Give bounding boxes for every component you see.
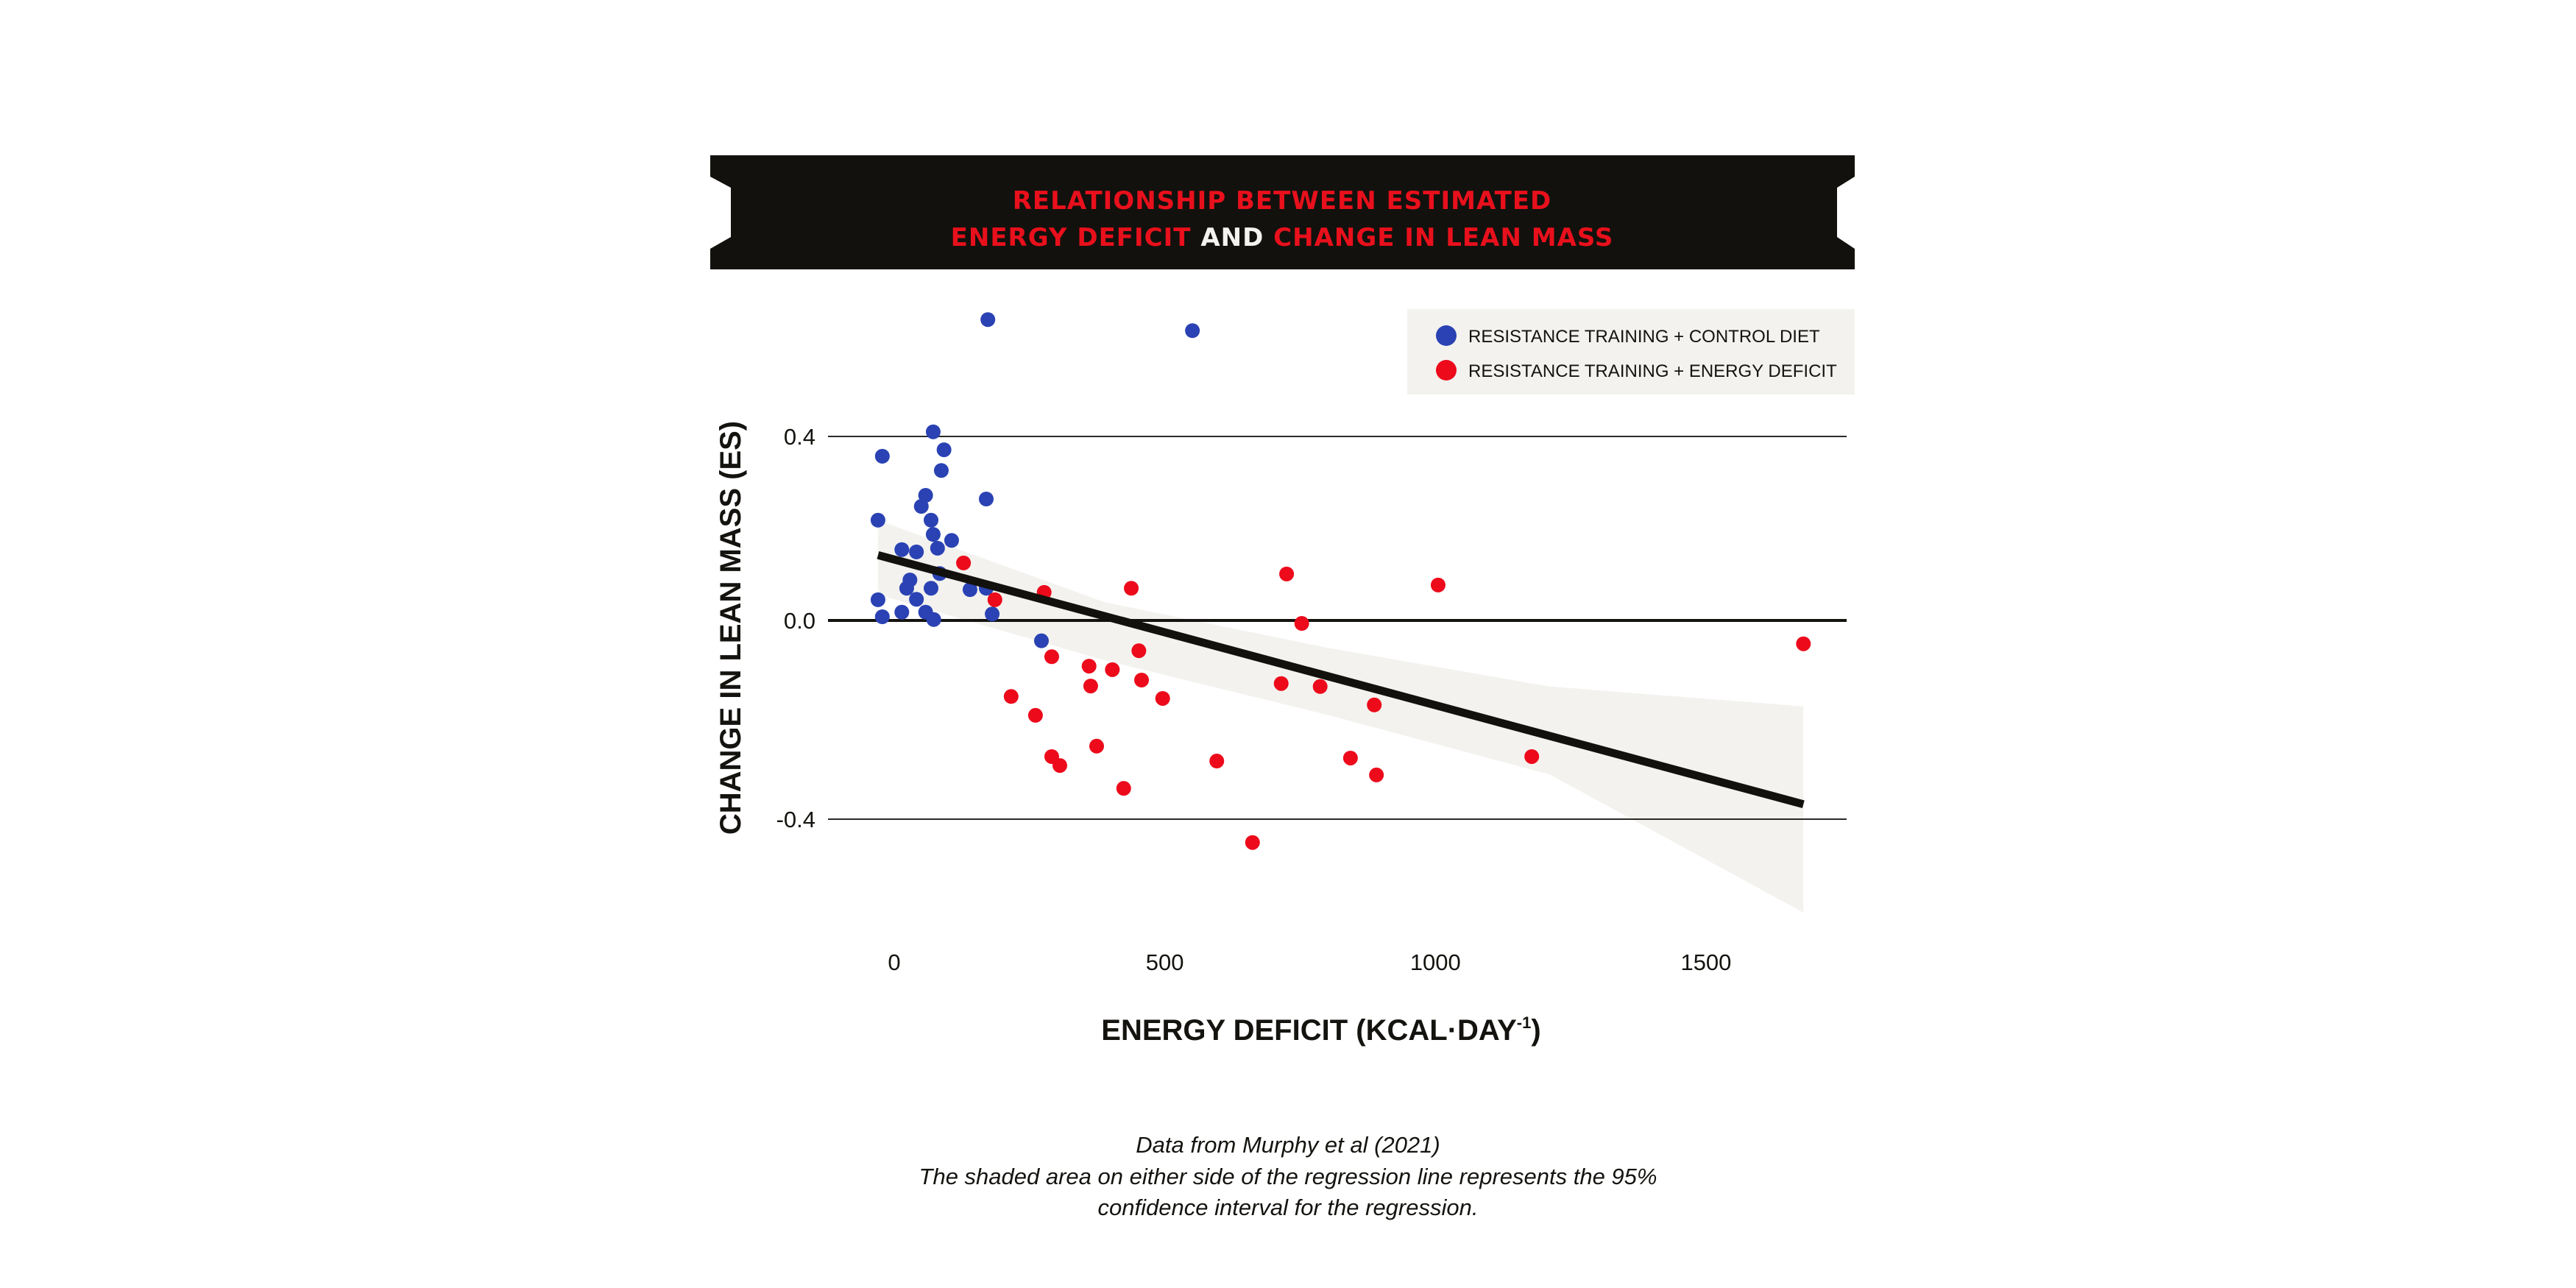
point-control-diet [874,609,890,624]
point-control-diet [930,540,945,556]
regression-layer [877,551,1805,809]
point-energy-deficit [1105,662,1120,677]
x-tick-label: 1500 [1680,949,1731,975]
point-control-diet [1185,323,1200,339]
point-energy-deficit [987,592,1002,607]
x-axis-title-close: ) [1531,1014,1540,1047]
point-energy-deficit [1209,754,1225,769]
point-control-diet [874,448,890,464]
point-control-diet [870,592,885,607]
point-control-diet [894,604,910,620]
legend: RESISTANCE TRAINING + CONTROL DIET RESIS… [1407,309,1855,394]
point-energy-deficit [1003,689,1019,704]
title-part-change-in-lean-mass: CHANGE IN LEAN MASS [1273,223,1613,252]
point-energy-deficit [1524,749,1540,764]
point-control-diet [924,512,939,528]
point-energy-deficit [1155,690,1170,706]
x-axis-title-main: ENERGY DEFICIT (KCAL·DAY [1101,1014,1517,1047]
point-control-diet [979,492,994,506]
point-control-diet [936,442,952,458]
caption-note-line-1: The shaded area on either side of the re… [919,1164,1657,1189]
point-control-diet [909,592,924,607]
point-control-diet [925,424,941,439]
point-control-diet [985,606,1000,622]
point-energy-deficit [1279,566,1295,581]
point-control-diet [1034,633,1050,648]
point-energy-deficit [1134,673,1150,687]
point-energy-deficit [1044,649,1059,665]
point-control-diet [918,488,933,503]
chart-title-line-1: RELATIONSHIP BETWEEN ESTIMATED [1013,186,1552,216]
x-tick-labels: 0 500 1000 1500 [888,949,1731,975]
point-energy-deficit [1312,679,1328,694]
x-tick-label: 500 [1146,949,1184,975]
regression-line [877,551,1805,809]
point-control-diet [925,527,941,542]
y-axis-title: CHANGE IN LEAN MASS (ES) [715,421,747,835]
confidence-band-layer [877,520,1804,913]
x-tick-label: 1000 [1410,949,1461,975]
point-control-diet [933,463,949,478]
point-control-diet [909,544,924,559]
title-banner [710,155,1855,269]
y-tick-labels: 0.4 0.0 -0.4 [776,424,815,832]
point-energy-deficit [1245,835,1260,850]
title-part-energy-deficit: ENERGY DEFICIT [951,223,1192,252]
point-energy-deficit [1027,707,1043,723]
point-energy-deficit [1083,679,1098,694]
caption-note-line-2: confidence interval for the regression. [1097,1195,1479,1220]
x-axis-title-superscript: -1 [1517,1013,1532,1032]
point-control-diet [894,542,910,557]
legend-marker-energy-deficit [1436,360,1457,381]
scatter-points [870,312,1811,850]
y-tick-label: 0.4 [784,424,815,450]
point-energy-deficit [1273,676,1289,691]
point-control-diet [962,582,977,598]
point-control-diet [870,512,885,528]
point-control-diet [924,581,939,596]
point-energy-deficit [1052,758,1068,774]
point-energy-deficit [1131,643,1147,659]
legend-label-energy-deficit: RESISTANCE TRAINING + ENERGY DEFICIT [1468,361,1837,381]
point-control-diet [980,312,996,328]
y-tick-label: -0.4 [776,807,815,832]
legend-marker-control-diet [1436,325,1457,346]
x-axis-title: ENERGY DEFICIT (KCAL·DAY-1) [1101,1013,1540,1047]
gridlines [828,436,1847,820]
point-control-diet [944,533,959,548]
point-energy-deficit [1116,781,1131,796]
point-control-diet [926,612,941,627]
title-part-and: AND [1200,223,1264,252]
point-energy-deficit [1081,659,1097,674]
point-control-diet [913,499,929,514]
point-energy-deficit [956,555,972,570]
x-tick-label: 0 [888,949,900,975]
point-energy-deficit [1369,767,1384,782]
confidence-band [877,520,1804,913]
point-energy-deficit [1294,616,1309,631]
point-energy-deficit [1367,697,1382,712]
point-energy-deficit [1430,577,1446,592]
point-control-diet [899,581,914,596]
point-energy-deficit [1089,738,1105,754]
chart-title-line-2: ENERGY DEFICIT AND CHANGE IN LEAN MASS [951,223,1614,252]
point-energy-deficit [1342,750,1358,765]
legend-label-control-diet: RESISTANCE TRAINING + CONTROL DIET [1468,327,1820,347]
legend-box [1407,309,1855,394]
caption-source: Data from Murphy et al (2021) [1136,1132,1440,1158]
y-tick-label: 0.0 [784,608,815,634]
point-energy-deficit [1796,636,1811,651]
point-energy-deficit [1124,581,1139,596]
